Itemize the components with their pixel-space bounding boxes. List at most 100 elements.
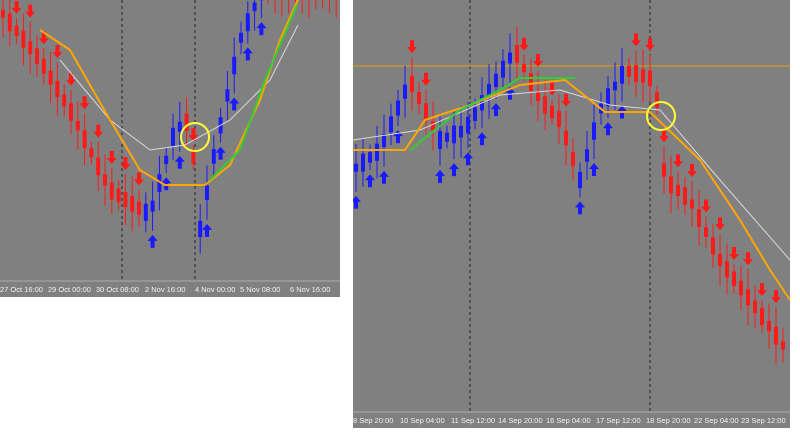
candle: [253, 2, 257, 11]
candle: [620, 66, 624, 84]
candle: [28, 41, 32, 54]
x-axis-label: 14 Sep 20:00: [498, 416, 543, 425]
candle: [117, 188, 121, 202]
candle: [725, 261, 729, 277]
candle: [578, 172, 582, 188]
candle: [123, 192, 127, 207]
candle: [69, 103, 73, 121]
candle: [466, 117, 470, 134]
candle: [564, 131, 568, 146]
candle: [571, 152, 575, 166]
candle: [110, 183, 114, 200]
candle: [662, 163, 666, 177]
candle: [137, 201, 141, 214]
candle: [543, 96, 547, 113]
candle: [42, 59, 46, 74]
candle: [164, 156, 168, 164]
candle: [739, 281, 743, 296]
candle: [389, 116, 393, 132]
candle: [191, 151, 195, 164]
candle: [760, 308, 764, 325]
x-axis-label: 30 Oct 08:00: [96, 285, 139, 294]
candle: [171, 128, 175, 146]
candle: [557, 111, 561, 127]
candle: [246, 13, 250, 31]
candle: [410, 76, 414, 93]
candle: [452, 126, 456, 144]
candle: [767, 321, 771, 331]
candle: [753, 301, 757, 314]
x-axis-label: 23 Sep 12:00: [741, 416, 786, 425]
candle: [76, 121, 80, 130]
right-panel: [353, 0, 790, 428]
x-axis-label: 18 Sep 20:00: [646, 416, 691, 425]
x-axis-label: 10 Sep 04:00: [400, 416, 445, 425]
candle: [697, 209, 701, 227]
candle: [774, 327, 778, 345]
candle: [375, 144, 379, 161]
candle: [178, 122, 182, 132]
candle: [368, 152, 372, 163]
candle: [655, 92, 659, 107]
candle: [89, 148, 93, 157]
candle: [781, 341, 785, 349]
candle: [361, 154, 365, 172]
candle: [55, 81, 59, 98]
x-axis-label: 16 Sep 04:00: [546, 416, 591, 425]
candle: [459, 126, 463, 138]
candle: [718, 254, 722, 266]
candle: [96, 158, 100, 176]
x-axis-label: 22 Sep 04:00: [694, 416, 739, 425]
candle: [641, 69, 645, 83]
candle: [585, 149, 589, 161]
candle: [494, 74, 498, 87]
candle: [1, 10, 5, 18]
candle: [711, 237, 715, 255]
x-axis-label: 4 Nov 00:00: [195, 285, 235, 294]
x-axis-label: 29 Oct 00:00: [48, 285, 91, 294]
candle: [683, 187, 687, 205]
candle: [613, 82, 617, 91]
candle: [550, 106, 554, 119]
candle: [746, 289, 750, 305]
x-axis-label: 5 Nov 08:00: [240, 285, 280, 294]
candle: [529, 73, 533, 91]
candle: [21, 31, 25, 48]
candle: [690, 200, 694, 209]
candle: [225, 89, 229, 101]
candle: [144, 204, 148, 221]
candle: [83, 130, 87, 148]
candle: [634, 65, 638, 82]
candle: [198, 221, 202, 237]
candle: [354, 164, 358, 172]
candle: [704, 227, 708, 237]
candle: [212, 149, 216, 163]
candle: [382, 134, 386, 147]
x-axis-label: 2 Nov 16:00: [145, 285, 185, 294]
x-axis-label: 27 Oct 16:00: [0, 285, 43, 294]
x-axis-label: 11 Sep 12:00: [451, 416, 495, 425]
candle: [515, 45, 519, 63]
x-axis-label: 17 Sep 12:00: [596, 416, 641, 425]
candle: [522, 64, 526, 72]
candle: [8, 13, 12, 31]
candle: [396, 101, 400, 116]
candle: [445, 133, 449, 142]
candle: [49, 71, 53, 85]
candle: [732, 271, 736, 285]
candle: [35, 48, 39, 64]
candle: [669, 176, 673, 193]
left-panel: [0, 0, 340, 297]
candle: [508, 53, 512, 64]
candle: [403, 85, 407, 99]
candle: [438, 131, 442, 149]
candle: [592, 122, 596, 139]
candle: [417, 92, 421, 104]
candle: [151, 201, 155, 212]
candle: [103, 174, 107, 186]
candle: [473, 107, 477, 121]
candle: [676, 185, 680, 196]
candle: [648, 71, 652, 87]
candle: [130, 196, 134, 212]
